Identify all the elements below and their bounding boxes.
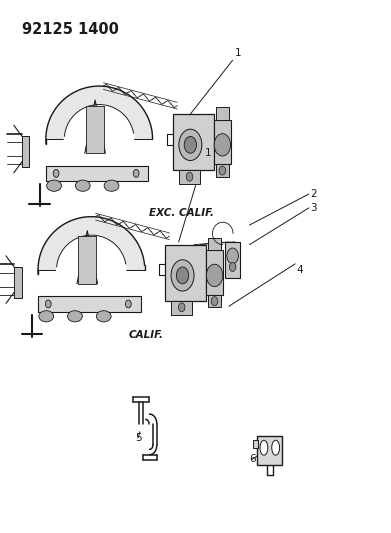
Bar xyxy=(216,164,228,177)
Circle shape xyxy=(206,264,223,287)
Ellipse shape xyxy=(47,180,61,191)
Circle shape xyxy=(214,134,231,156)
Ellipse shape xyxy=(39,311,54,322)
Text: 6: 6 xyxy=(249,455,256,464)
Text: EXC. CALIF.: EXC. CALIF. xyxy=(149,208,213,218)
Bar xyxy=(86,106,104,154)
Bar xyxy=(253,440,258,448)
Circle shape xyxy=(179,129,202,160)
Circle shape xyxy=(230,263,236,271)
Bar xyxy=(22,136,29,167)
Ellipse shape xyxy=(260,440,268,455)
Text: 3: 3 xyxy=(310,203,317,213)
Circle shape xyxy=(176,267,189,284)
Bar xyxy=(38,296,141,312)
Ellipse shape xyxy=(75,180,90,191)
Bar xyxy=(225,242,240,278)
Circle shape xyxy=(219,166,226,175)
Circle shape xyxy=(133,169,139,177)
Bar xyxy=(173,114,214,170)
Bar xyxy=(214,120,231,164)
Bar xyxy=(165,245,206,301)
Circle shape xyxy=(211,297,218,305)
Bar xyxy=(206,251,223,295)
Circle shape xyxy=(53,169,59,177)
Text: CALIF.: CALIF. xyxy=(129,330,164,341)
Circle shape xyxy=(171,260,194,291)
Bar xyxy=(208,238,221,251)
Ellipse shape xyxy=(68,311,83,322)
Bar xyxy=(257,436,282,465)
Text: 2: 2 xyxy=(310,189,317,199)
Polygon shape xyxy=(38,217,145,274)
Circle shape xyxy=(126,300,131,308)
Bar xyxy=(208,295,221,308)
Bar xyxy=(179,170,200,184)
Text: 1: 1 xyxy=(205,148,212,158)
Bar xyxy=(171,301,192,314)
Polygon shape xyxy=(65,104,134,142)
Polygon shape xyxy=(57,235,126,273)
Circle shape xyxy=(45,300,51,308)
Circle shape xyxy=(184,136,197,153)
Ellipse shape xyxy=(272,440,280,455)
Bar xyxy=(46,166,149,181)
Text: 4: 4 xyxy=(296,265,303,276)
Bar xyxy=(14,267,22,298)
Circle shape xyxy=(227,248,239,264)
Text: 5: 5 xyxy=(135,433,142,443)
Polygon shape xyxy=(46,86,152,144)
Circle shape xyxy=(186,172,193,181)
Ellipse shape xyxy=(104,180,119,191)
Bar xyxy=(78,236,96,284)
Text: 1: 1 xyxy=(235,47,241,58)
Circle shape xyxy=(178,303,185,312)
Bar xyxy=(216,107,228,120)
Text: 92125 1400: 92125 1400 xyxy=(22,22,118,37)
Ellipse shape xyxy=(96,311,111,322)
